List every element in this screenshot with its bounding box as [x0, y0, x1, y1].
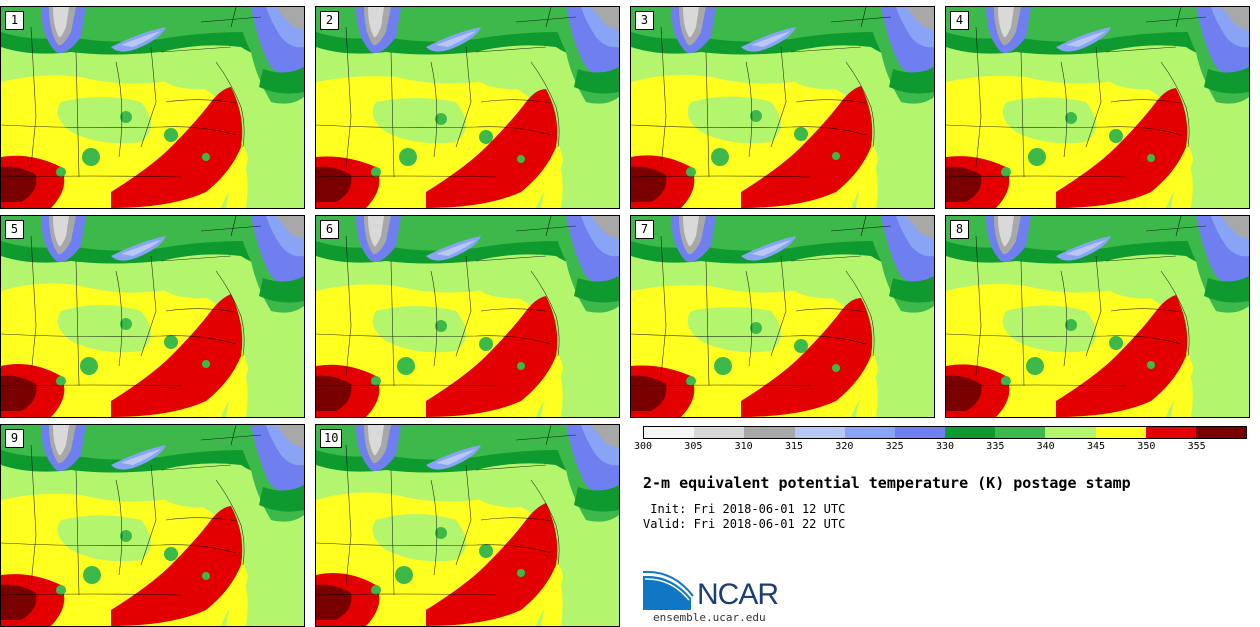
colorbar	[643, 426, 1247, 439]
member-number: 9	[5, 429, 24, 448]
colorbar-segment	[1045, 427, 1096, 438]
member-number: 6	[320, 220, 339, 239]
ensemble-member-panel: 3	[630, 6, 935, 209]
colorbar-segment	[945, 427, 996, 438]
colorbar-segment	[694, 427, 745, 438]
member-number: 8	[950, 220, 969, 239]
colorbar-tick-label: 310	[734, 441, 753, 452]
colorbar-tick-label: 325	[885, 441, 904, 452]
ensemble-map	[1, 7, 304, 208]
ensemble-member-panel: 10	[315, 424, 620, 627]
ensemble-member-panel: 8	[945, 215, 1250, 418]
member-number: 4	[950, 11, 969, 30]
colorbar-segment	[1095, 427, 1146, 438]
ensemble-member-panel: 5	[0, 215, 305, 418]
ensemble-member-panel: 9	[0, 424, 305, 627]
colorbar-segment	[1195, 427, 1247, 438]
member-number: 3	[635, 11, 654, 30]
ncar-logo-text: NCAR	[697, 578, 779, 611]
ensemble-map	[316, 216, 619, 417]
colorbar-segment	[995, 427, 1046, 438]
init-time: Init: Fri 2018-06-01 12 UTC	[643, 502, 846, 516]
ensemble-map	[1, 425, 304, 626]
ensemble-member-panel: 2	[315, 6, 620, 209]
member-number: 7	[635, 220, 654, 239]
ensemble-member-panel: 4	[945, 6, 1250, 209]
ensemble-map	[946, 7, 1249, 208]
ensemble-member-panel: 7	[630, 215, 935, 418]
ensemble-member-panel: 6	[315, 215, 620, 418]
ensemble-map	[1, 216, 304, 417]
site-url[interactable]: ensemble.ucar.edu	[653, 611, 766, 624]
colorbar-segment	[644, 427, 695, 438]
colorbar-tick-label: 300	[633, 441, 653, 452]
colorbar-segment	[794, 427, 845, 438]
ensemble-map	[316, 425, 619, 626]
colorbar-tick-label: 330	[935, 441, 955, 452]
colorbar-segment	[844, 427, 895, 438]
ensemble-map	[631, 216, 934, 417]
colorbar-segment	[894, 427, 946, 438]
ncar-logo-icon	[643, 570, 694, 610]
ensemble-member-panel: 1	[0, 6, 305, 209]
colorbar-tick-label: 335	[986, 441, 1005, 452]
ensemble-map	[316, 7, 619, 208]
colorbar-tick-label: 340	[1036, 441, 1055, 452]
valid-time: Valid: Fri 2018-06-01 22 UTC	[643, 517, 846, 531]
colorbar-segment	[744, 427, 795, 438]
ensemble-map	[631, 7, 934, 208]
member-number: 2	[320, 11, 339, 30]
member-number: 1	[5, 11, 24, 30]
colorbar-tick-label: 355	[1187, 441, 1206, 452]
colorbar-tick-label: 345	[1086, 441, 1106, 452]
colorbar-ticks: 300 305 310 315 320 325 330 335 340 345 350 355	[634, 441, 1247, 457]
colorbar-segment	[1145, 427, 1196, 438]
ensemble-map	[946, 216, 1249, 417]
member-number: 10	[320, 429, 343, 448]
colorbar-tick-label: 315	[784, 441, 804, 452]
member-number: 5	[5, 220, 24, 239]
plot-title: 2-m equivalent potential temperature (K)…	[643, 474, 1131, 492]
colorbar-tick-label: 305	[684, 441, 703, 452]
colorbar-tick-label: 350	[1137, 441, 1156, 452]
colorbar-tick-label: 320	[835, 441, 854, 452]
